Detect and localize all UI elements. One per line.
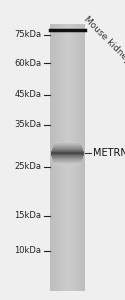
Bar [60,24,61,291]
Bar [54,144,81,145]
Text: 10kDa: 10kDa [14,246,41,255]
Bar [51,153,84,154]
Text: 60kDa: 60kDa [14,58,41,68]
Bar [52,148,83,149]
Bar [78,24,79,291]
Bar [53,145,82,146]
Bar [53,147,82,148]
Bar [52,158,82,159]
Bar [51,151,84,152]
Bar [52,149,83,150]
Bar [54,163,81,164]
Bar [62,24,63,291]
Bar [54,164,81,165]
Bar [79,24,80,291]
Bar [53,160,82,161]
Bar [63,24,64,291]
Bar [52,151,84,152]
Bar [70,24,71,291]
Bar [53,159,82,160]
Text: 75kDa: 75kDa [14,30,41,39]
Bar [54,162,81,163]
Bar [52,148,83,149]
Bar [63,24,64,291]
Bar [53,146,82,147]
Bar [77,24,78,291]
Bar [84,24,85,291]
Bar [52,150,83,151]
Bar [54,142,81,143]
Text: 45kDa: 45kDa [14,90,41,99]
Bar [53,145,82,146]
Bar [75,24,76,291]
Bar [52,24,53,291]
Bar [52,156,83,157]
Text: METRNL: METRNL [92,148,125,158]
Bar [71,24,72,291]
Bar [55,24,56,291]
Text: Mouse kidney: Mouse kidney [82,15,125,65]
Bar [52,155,83,156]
Bar [52,156,83,157]
Bar [69,24,70,291]
Bar [53,146,82,147]
Bar [53,24,54,291]
Bar [52,157,83,158]
Bar [53,159,82,160]
Bar [80,24,81,291]
Bar [52,155,83,156]
Bar [50,24,85,291]
Bar [54,144,81,145]
Bar [64,24,65,291]
Bar [59,24,60,291]
Bar [54,162,81,163]
Bar [54,161,82,162]
Bar [54,142,81,143]
Bar [53,160,82,161]
Bar [51,154,84,155]
Bar [82,24,83,291]
Bar [52,150,83,151]
Bar [51,152,84,153]
Bar [61,24,62,291]
Bar [52,149,83,150]
Bar [54,143,81,144]
Text: 35kDa: 35kDa [14,120,41,129]
Bar [74,24,75,291]
Bar [81,24,82,291]
Bar [83,24,84,291]
Bar [53,161,82,162]
Bar [54,143,81,144]
Bar [52,158,82,159]
Bar [77,24,78,291]
Bar [53,147,82,148]
Bar [51,24,52,291]
Bar [54,24,55,291]
Bar [59,24,60,291]
Bar [66,24,67,291]
Bar [51,154,84,155]
Bar [68,24,69,291]
Bar [51,152,84,153]
Bar [67,24,68,291]
Bar [52,157,83,158]
Bar [72,24,73,291]
Text: 15kDa: 15kDa [14,212,41,220]
Bar [57,24,58,291]
Bar [74,24,75,291]
Bar [50,24,51,291]
Bar [73,24,74,291]
Bar [76,24,77,291]
Bar [54,163,81,164]
Bar [60,24,61,291]
Bar [58,24,59,291]
Bar [56,24,57,291]
Text: 25kDa: 25kDa [14,162,41,171]
Bar [73,24,74,291]
Bar [51,153,84,154]
Bar [65,24,66,291]
